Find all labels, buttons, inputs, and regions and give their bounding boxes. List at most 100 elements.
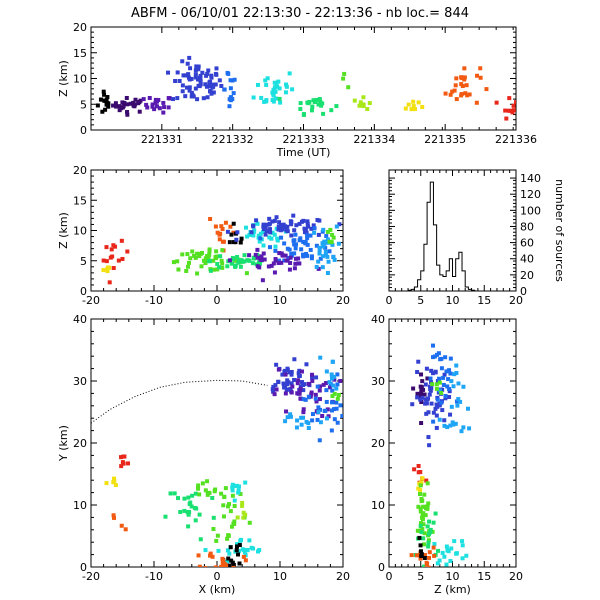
source-point	[301, 218, 306, 223]
source-point	[240, 547, 245, 552]
source-point	[213, 82, 218, 87]
source-point	[314, 375, 319, 380]
source-point	[193, 68, 198, 73]
source-point	[306, 421, 311, 426]
source-point	[300, 380, 305, 385]
source-point	[338, 403, 343, 408]
source-point	[232, 519, 237, 524]
source-point	[195, 97, 200, 102]
source-point	[421, 522, 426, 527]
source-point	[418, 523, 423, 528]
source-point	[414, 553, 419, 558]
source-point	[310, 378, 315, 383]
source-point	[265, 76, 270, 81]
source-point	[360, 102, 365, 107]
source-point	[155, 104, 160, 109]
source-point	[252, 256, 257, 261]
source-point	[305, 253, 310, 258]
source-point	[205, 95, 210, 100]
source-point	[225, 548, 230, 553]
source-point	[441, 375, 446, 380]
source-point	[427, 443, 432, 448]
x-y-frame	[90, 318, 344, 568]
y-tick-label: 120	[520, 188, 541, 201]
source-point	[303, 227, 308, 232]
y-tick-label: 10	[73, 73, 87, 86]
source-point	[229, 524, 234, 529]
source-point	[284, 84, 289, 89]
source-point	[263, 226, 268, 231]
source-point	[423, 513, 428, 518]
source-point	[422, 555, 427, 560]
source-point	[437, 376, 442, 381]
source-point	[287, 71, 292, 76]
source-point	[330, 394, 335, 399]
source-point	[448, 412, 453, 417]
source-point	[454, 399, 459, 404]
source-point	[327, 385, 332, 390]
source-point	[180, 252, 185, 257]
source-point	[418, 549, 423, 554]
y-tick-label: 10	[73, 499, 87, 512]
source-point	[334, 406, 339, 411]
source-point	[219, 491, 224, 496]
source-point	[193, 75, 198, 80]
source-point	[200, 70, 205, 75]
source-point	[324, 234, 329, 239]
source-point	[445, 548, 450, 553]
source-point	[365, 107, 370, 112]
source-point	[305, 219, 310, 224]
source-point	[447, 387, 452, 392]
source-point	[279, 235, 284, 240]
source-point	[153, 97, 158, 102]
source-point	[259, 258, 264, 263]
source-point	[227, 97, 232, 102]
source-point	[266, 264, 271, 269]
source-point	[113, 101, 118, 106]
source-point	[119, 523, 124, 528]
source-point	[276, 379, 281, 384]
source-point	[335, 420, 340, 425]
source-point	[335, 396, 340, 401]
source-point	[427, 392, 432, 397]
source-point	[317, 218, 322, 223]
source-point	[299, 369, 304, 374]
source-point	[331, 254, 336, 259]
source-point	[203, 488, 208, 493]
source-point	[306, 394, 311, 399]
source-point	[432, 553, 437, 558]
source-point	[316, 259, 321, 264]
source-point	[212, 267, 217, 272]
source-point	[224, 563, 229, 567]
source-point	[260, 278, 265, 283]
x-tick-label: 0	[214, 570, 221, 583]
source-point	[230, 482, 235, 487]
source-point	[197, 492, 202, 497]
source-point	[222, 494, 227, 499]
source-point	[420, 395, 425, 400]
source-point	[100, 109, 105, 114]
source-point	[310, 372, 315, 377]
source-point	[422, 531, 427, 536]
source-point	[291, 238, 296, 243]
source-point	[430, 382, 435, 387]
source-point	[277, 260, 282, 265]
source-point	[120, 256, 125, 261]
source-point	[433, 511, 438, 516]
source-point	[420, 498, 425, 503]
x-z-panel: -20 -10 0 10 20 0 5 10 15 20 Z (km)	[57, 164, 350, 307]
source-point	[272, 218, 277, 223]
source-point	[103, 107, 108, 112]
source-point	[299, 247, 304, 252]
source-point	[459, 75, 464, 80]
source-point	[108, 255, 113, 260]
source-point	[237, 543, 242, 548]
source-point	[214, 66, 219, 71]
source-point	[419, 421, 424, 426]
histogram-bin	[440, 275, 443, 291]
source-point	[297, 261, 302, 266]
source-point	[341, 76, 346, 81]
histogram-bin	[443, 276, 446, 291]
source-point	[415, 370, 420, 375]
source-point	[106, 101, 111, 106]
